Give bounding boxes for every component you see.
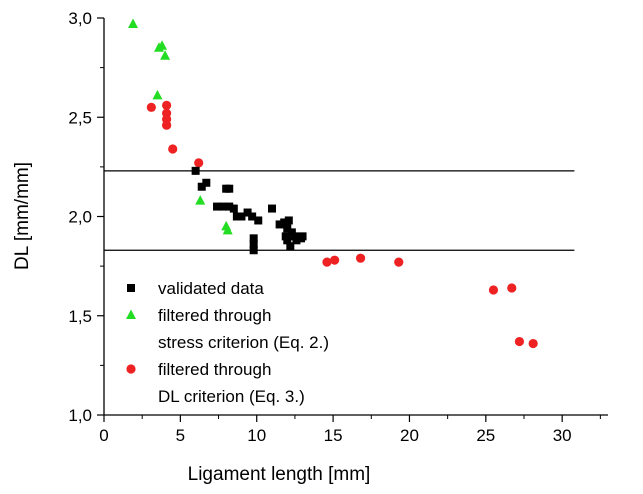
x-tick-label: 20 [400,426,419,445]
square-data-point [254,216,263,225]
square-data-point [232,212,241,221]
square-data-point [292,236,301,245]
square-data-point [243,208,252,217]
square-data-point [225,184,234,193]
axis-ticks: 0 5 10 15 20 25 30 1,0 1,5 2,0 2,5 3,0 [68,9,601,445]
square-data-point [249,240,258,249]
triangle-data-point [222,224,233,235]
circle-data-point [514,336,525,347]
square-data-point [286,242,295,251]
circle-data-point [162,100,172,110]
y-tick-label: 2,0 [68,208,92,227]
circle-data-point [168,144,178,154]
legend-label: DL criterion (Eq. 3.) [158,387,305,406]
square-data-point [283,236,292,245]
circle-data-point [528,338,538,349]
circle-data-point [194,158,204,168]
x-tick-label: 0 [99,426,108,445]
y-tick-label: 1,0 [68,406,92,425]
square-data-point [249,246,258,255]
triangle-data-point [157,40,168,50]
legend-item: validated data [127,279,264,298]
square-data-point [197,182,206,191]
square-data-point [298,232,307,241]
x-tick-label: 25 [476,426,495,445]
legend-label: validated data [158,279,264,298]
x-tick-label: 5 [176,426,185,445]
square-data-point [219,202,228,211]
data-points [128,18,538,349]
square-data-point [237,212,246,221]
circle-data-point [146,102,156,112]
legend-item: filtered through DL criterion (Eq. 3.) [126,360,305,406]
square-data-point [191,166,200,175]
circle-data-point [322,257,332,267]
square-data-point [249,234,258,243]
triangle-data-point [152,89,163,100]
y-tick-label: 1,5 [68,307,92,326]
y-axis-label: DL [mm/mm] [12,162,33,270]
square-data-point [283,224,292,233]
square-data-point [280,218,289,227]
legend-item: filtered through stress criterion (Eq. 2.… [126,306,329,352]
axes-frame [103,18,608,416]
triangle-data-point [195,195,206,205]
triangle-data-point [128,18,139,28]
y-tick-label: 2,5 [68,108,92,127]
square-data-point [213,202,222,211]
x-tick-label: 15 [324,426,343,445]
legend: validated data filtered through stress cri… [126,279,329,406]
legend-label: filtered through [158,306,271,325]
circle-data-point [507,283,517,293]
reference-lines [104,170,575,251]
square-data-point [284,216,293,225]
square-data-point [275,220,284,229]
circle-data-point [162,120,172,130]
square-data-point [248,212,257,221]
x-tick-label: 10 [247,426,266,445]
x-tick-label: 30 [553,426,572,445]
square-data-point [268,204,276,213]
x-axis-label: Ligament length [mm] [188,464,371,485]
square-data-point [225,202,234,211]
triangle-data-point [160,50,171,60]
legend-label: filtered through [158,360,271,379]
circle-data-point [355,253,366,263]
legend-square-marker [127,284,135,292]
y-tick-label: 3,0 [68,9,92,28]
circle-data-point [330,255,340,265]
circle-data-point [488,285,499,295]
legend-circle-marker [126,364,136,374]
legend-triangle-marker [126,309,136,319]
square-data-point [202,178,211,187]
square-data-point [229,204,238,213]
legend-label: stress criterion (Eq. 2.) [158,333,329,352]
circle-data-point [394,257,404,267]
